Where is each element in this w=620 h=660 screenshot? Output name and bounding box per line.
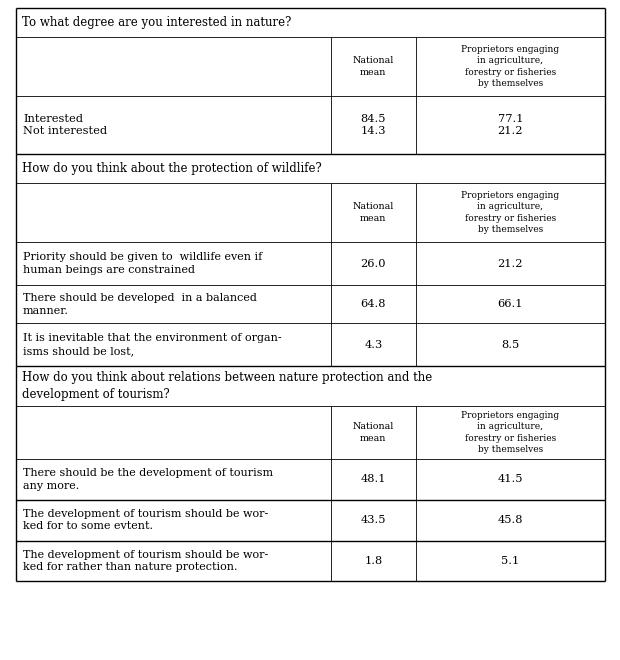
Text: 1.8: 1.8 [364, 556, 383, 566]
Text: 26.0: 26.0 [361, 259, 386, 269]
Text: 8.5: 8.5 [501, 340, 520, 350]
Text: National
mean: National mean [353, 203, 394, 222]
Text: To what degree are you interested in nature?: To what degree are you interested in nat… [22, 16, 291, 29]
Text: National
mean: National mean [353, 422, 394, 442]
Text: Priority should be given to  wildlife even if
human beings are constrained: Priority should be given to wildlife eve… [23, 252, 262, 275]
Text: 43.5: 43.5 [361, 515, 386, 525]
Text: 66.1: 66.1 [497, 299, 523, 310]
Text: 84.5
14.3: 84.5 14.3 [361, 114, 386, 137]
Text: How do you think about relations between nature protection and the
development o: How do you think about relations between… [22, 372, 432, 401]
Text: The development of tourism should be wor-
ked for rather than nature protection.: The development of tourism should be wor… [23, 550, 268, 572]
Text: There should be the development of tourism
any more.: There should be the development of touri… [23, 468, 273, 490]
Text: 4.3: 4.3 [364, 340, 383, 350]
Text: Proprietors engaging
in agriculture,
forestry or fisheries
by themselves: Proprietors engaging in agriculture, for… [461, 191, 559, 234]
Text: National
mean: National mean [353, 57, 394, 77]
Text: How do you think about the protection of wildlife?: How do you think about the protection of… [22, 162, 321, 175]
Text: 5.1: 5.1 [501, 556, 520, 566]
Text: There should be developed  in a balanced
manner.: There should be developed in a balanced … [23, 293, 257, 315]
Text: 64.8: 64.8 [361, 299, 386, 310]
Text: 41.5: 41.5 [497, 474, 523, 484]
Text: Proprietors engaging
in agriculture,
forestry or fisheries
by themselves: Proprietors engaging in agriculture, for… [461, 45, 559, 88]
Text: The development of tourism should be wor-
ked for to some evtent.: The development of tourism should be wor… [23, 509, 268, 531]
Text: 21.2: 21.2 [497, 259, 523, 269]
Text: It is inevitable that the environment of organ-
isms should be lost,: It is inevitable that the environment of… [23, 333, 281, 356]
Text: 45.8: 45.8 [497, 515, 523, 525]
Text: Interested
Not interested: Interested Not interested [23, 114, 107, 137]
Text: Proprietors engaging
in agriculture,
forestry or fisheries
by themselves: Proprietors engaging in agriculture, for… [461, 411, 559, 454]
Text: 48.1: 48.1 [361, 474, 386, 484]
Text: 77.1
21.2: 77.1 21.2 [497, 114, 523, 137]
